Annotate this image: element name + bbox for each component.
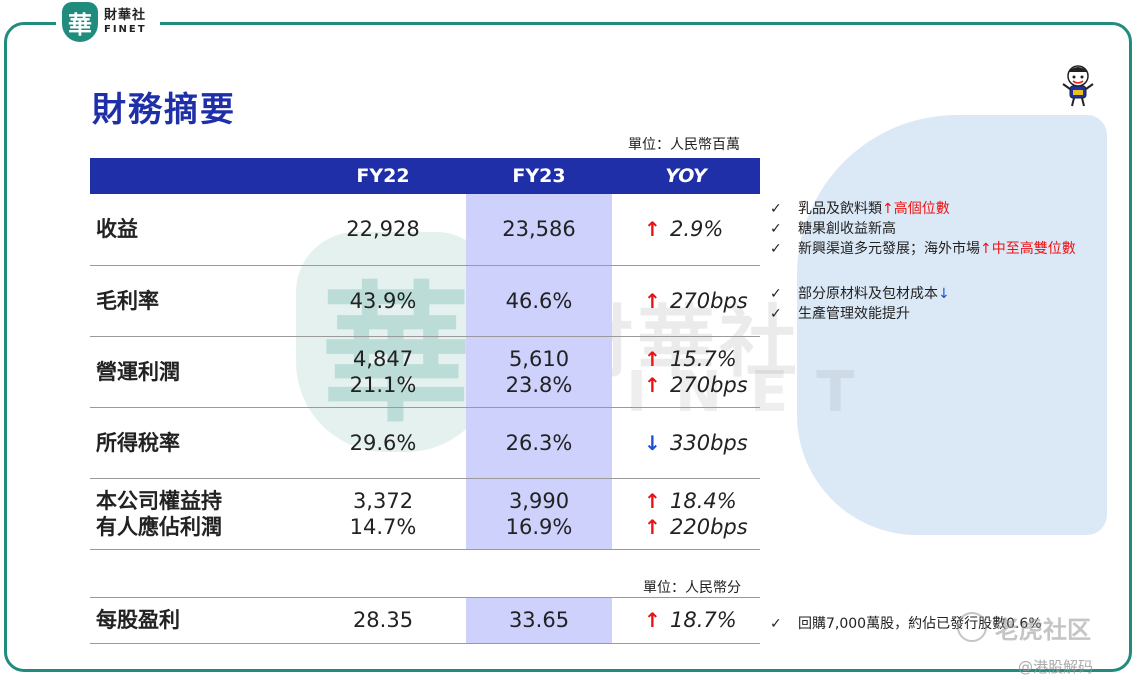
row-label: 收益: [90, 194, 300, 266]
check-icon: ✓: [770, 201, 782, 217]
row-label: 毛利率: [90, 265, 300, 337]
cell-fy22: 4,847 21.1%: [300, 336, 466, 408]
margin-notes: ✓ 部分原材料及包材成本 ↓ ✓ 生產管理效能提升: [770, 284, 950, 324]
yoy-value: 2.9%: [670, 217, 724, 242]
cell-fy22: 43.9%: [300, 265, 466, 337]
arrow-up-icon: ↑: [882, 201, 894, 217]
value-line: 4,847: [352, 346, 414, 371]
arrow-down-icon: ↓: [644, 430, 661, 455]
arrow-up-icon: ↑: [644, 372, 661, 397]
mascot-icon: [1062, 65, 1094, 107]
note-item: ✓ 部分原材料及包材成本 ↓: [770, 284, 950, 304]
yoy-value: 270bps: [670, 372, 748, 397]
check-icon: ✓: [770, 221, 782, 237]
table-row-revenue: 收益 22,928 23,586 ↑ 2.9%: [90, 194, 760, 266]
cell-yoy: ↑ 15.7% ↑ 270bps: [612, 336, 760, 408]
arrow-up-icon: ↑: [644, 217, 661, 242]
cell-fy23: 46.6%: [466, 265, 612, 337]
background-circle: [800, 260, 980, 440]
logo-cn-text: 財華社: [104, 8, 147, 23]
arrow-up-icon: ↑: [980, 241, 992, 257]
label-line: 有人應佔利潤: [96, 514, 222, 539]
cell-fy22: 29.6%: [300, 407, 466, 479]
check-icon: ✓: [770, 306, 782, 322]
header-yoy: YOY: [612, 158, 760, 194]
label-line: 本公司權益持: [96, 488, 222, 513]
row-label: 所得稅率: [90, 407, 300, 479]
logo-badge: 華: [62, 2, 98, 42]
value-line: 23.8%: [505, 372, 573, 397]
table-row-tax-rate: 所得稅率 29.6% 26.3% ↓ 330bps: [90, 407, 760, 479]
arrow-up-icon: ↑: [644, 346, 661, 371]
note-text: 糖果創收益新高: [798, 221, 896, 237]
arrow-up-icon: ↑: [644, 488, 661, 513]
cell-fy23: 23,586: [466, 194, 612, 266]
cell-fy23: 26.3%: [466, 407, 612, 479]
cell-fy23: 5,610 23.8%: [466, 336, 612, 408]
value-line: 14.7%: [349, 514, 417, 539]
cell-fy22: 22,928: [300, 194, 466, 266]
tiger-watermark: 老虎社区: [995, 616, 1091, 644]
row-label: 營運利潤: [90, 336, 300, 408]
cell-fy22: 28.35: [300, 597, 466, 644]
value-line: 5,610: [508, 346, 570, 371]
yoy-value: 330bps: [670, 430, 748, 455]
table-row-gross-margin: 毛利率 43.9% 46.6% ↑ 270bps: [90, 265, 760, 337]
note-highlight: 高個位數: [893, 201, 950, 217]
cell-yoy: ↑ 18.7%: [612, 597, 760, 644]
table-header-row: FY22 FY23 YOY: [90, 158, 760, 194]
arrow-down-icon: ↓: [938, 286, 950, 302]
cell-yoy: ↓ 330bps: [612, 407, 760, 479]
note-text: 生產管理效能提升: [798, 306, 910, 322]
row-label: 本公司權益持 有人應佔利潤: [90, 478, 300, 550]
value-line: 16.9%: [505, 514, 573, 539]
cell-yoy: ↑ 18.4% ↑ 220bps: [612, 478, 760, 550]
unit-label-top: 單位：人民幣百萬: [628, 137, 740, 153]
note-item: ✓ 乳品及飲料類 ↑ 高個位數: [770, 199, 1076, 219]
logo-en-text: FINET: [104, 24, 147, 35]
revenue-notes: ✓ 乳品及飲料類 ↑ 高個位數 ✓ 糖果創收益新高 ✓ 新興渠道多元發展；海外市場 ↑ 中至高…: [770, 199, 1076, 259]
check-icon: ✓: [770, 616, 782, 632]
arrow-up-icon: ↑: [644, 608, 661, 632]
note-item: ✓ 糖果創收益新高: [770, 219, 1076, 239]
arrow-up-icon: ↑: [644, 514, 661, 539]
header-blank: [90, 158, 300, 194]
check-icon: ✓: [770, 241, 782, 257]
yoy-value: 270bps: [670, 288, 748, 313]
page-title: 財務摘要: [92, 90, 236, 130]
table-row-operating-profit: 營運利潤 4,847 21.1% 5,610 23.8% ↑ 15.7% ↑ 270bp…: [90, 336, 760, 408]
yoy-value: 18.7%: [670, 608, 737, 632]
cell-yoy: ↑ 2.9%: [612, 194, 760, 266]
value-line: 3,372: [352, 488, 414, 513]
value-line: 3,990: [508, 488, 570, 513]
cell-fy23: 33.65: [466, 597, 612, 644]
unit-label-eps: 單位：人民幣分: [643, 577, 741, 597]
yoy-value: 15.7%: [670, 346, 737, 371]
note-highlight: 中至高雙位數: [991, 241, 1076, 257]
hk-watermark: @港股解码: [1018, 658, 1094, 676]
table-row-net-profit: 本公司權益持 有人應佔利潤 3,372 14.7% 3,990 16.9% ↑ 18.4…: [90, 478, 760, 550]
cell-fy23: 3,990 16.9%: [466, 478, 612, 550]
financial-summary-table: FY22 FY23 YOY 收益 22,928 23,586 ↑ 2.9% 毛利率…: [90, 158, 760, 644]
check-icon: ✓: [770, 286, 782, 302]
note-item: ✓ 生產管理效能提升: [770, 304, 950, 324]
note-item: ✓ 新興渠道多元發展；海外市場 ↑ 中至高雙位數: [770, 239, 1076, 259]
yoy-value: 18.4%: [670, 488, 737, 513]
note-text: 部分原材料及包材成本: [798, 286, 938, 302]
note-text: 乳品及飲料類: [798, 201, 882, 217]
header-fy23: FY23: [466, 158, 612, 194]
arrow-up-icon: ↑: [644, 288, 661, 313]
cell-yoy: ↑ 270bps: [612, 265, 760, 337]
tiger-watermark-icon: [957, 612, 987, 642]
value-line: 21.1%: [349, 372, 417, 397]
table-row-eps: 每股盈利 28.35 33.65 ↑ 18.7%: [90, 597, 760, 644]
slide-frame: [4, 22, 1132, 672]
finet-logo: 華 財華社 FINET: [56, 0, 160, 44]
cell-fy22: 3,372 14.7%: [300, 478, 466, 550]
note-text: 新興渠道多元發展；海外市場: [798, 241, 980, 257]
header-fy22: FY22: [300, 158, 466, 194]
yoy-value: 220bps: [670, 514, 748, 539]
row-label: 每股盈利: [90, 597, 300, 644]
